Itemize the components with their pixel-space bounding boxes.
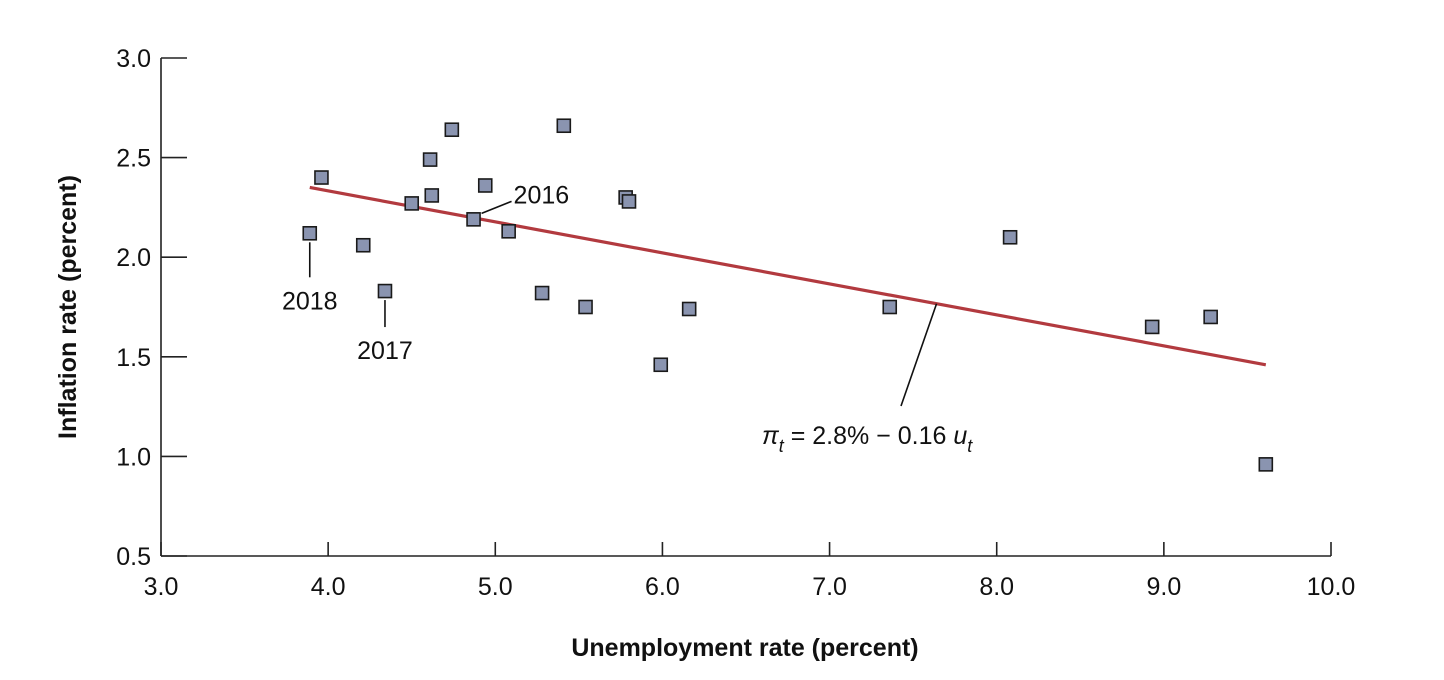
- data-point: [424, 188, 440, 203]
- y-axis-title: Inflation rate (percent): [54, 175, 82, 439]
- x-ticks: 3.0 4.0 5.0 6.0 7.0 8.0 9.0 10.0: [144, 542, 1356, 601]
- annotations: 2018 2017 2016: [282, 181, 569, 365]
- y-tick-label: 0.5: [116, 543, 151, 571]
- data-point: [681, 301, 697, 317]
- data-point: [377, 283, 393, 299]
- data-point: [1144, 319, 1160, 335]
- x-tick-label: 10.0: [1307, 573, 1356, 601]
- data-point: [302, 225, 318, 241]
- data-point: [501, 224, 516, 239]
- x-tick-label: 5.0: [478, 573, 513, 601]
- data-point: [1002, 229, 1018, 245]
- x-tick-label: 3.0: [144, 573, 179, 601]
- x-tick-label: 9.0: [1146, 573, 1181, 601]
- data-point: [355, 237, 371, 253]
- x-axis-title: Unemployment rate (percent): [571, 634, 918, 662]
- x-tick-label: 6.0: [645, 573, 680, 601]
- data-point: [578, 299, 593, 315]
- annotation-leader-line: [481, 200, 512, 215]
- data-points: [302, 118, 1274, 472]
- y-tick-label: 1.5: [116, 344, 151, 372]
- equation-lhs: π: [762, 422, 780, 450]
- y-tick-label: 2.5: [116, 145, 151, 173]
- data-point: [556, 118, 572, 134]
- data-point: [422, 152, 438, 167]
- equation-leader-line: [900, 303, 938, 407]
- data-point: [653, 357, 669, 373]
- x-tick-label: 4.0: [311, 573, 346, 601]
- data-point: [534, 285, 550, 301]
- equation-var-subscript: t: [967, 436, 973, 456]
- data-point: [314, 170, 329, 185]
- x-tick-label: 8.0: [979, 573, 1014, 601]
- data-point: [882, 299, 898, 315]
- data-point: [1203, 309, 1218, 325]
- annotation-label: 2017: [357, 337, 413, 365]
- regression-equation: πt = 2.8% − 0.16 ut: [762, 422, 973, 456]
- data-point: [444, 122, 460, 138]
- data-point: [1258, 457, 1274, 472]
- annotation-label: 2018: [282, 287, 338, 315]
- equation-var: u: [953, 422, 967, 450]
- data-point: [477, 178, 493, 193]
- annotation-label: 2016: [514, 181, 570, 209]
- x-tick-label: 7.0: [812, 573, 847, 601]
- regression-line: [309, 185, 1267, 367]
- axes: [160, 58, 1331, 557]
- y-ticks: 0.5 1.0 1.5 2.0 2.5 3.0: [116, 45, 187, 571]
- y-tick-label: 1.0: [116, 443, 151, 471]
- data-point: [621, 194, 637, 209]
- data-point: [466, 212, 481, 227]
- y-tick-label: 2.0: [116, 244, 151, 272]
- data-point: [404, 196, 420, 211]
- equation-middle: = 2.8% − 0.16: [784, 422, 954, 450]
- y-tick-label: 3.0: [116, 45, 151, 73]
- equation-lhs-subscript: t: [779, 436, 785, 456]
